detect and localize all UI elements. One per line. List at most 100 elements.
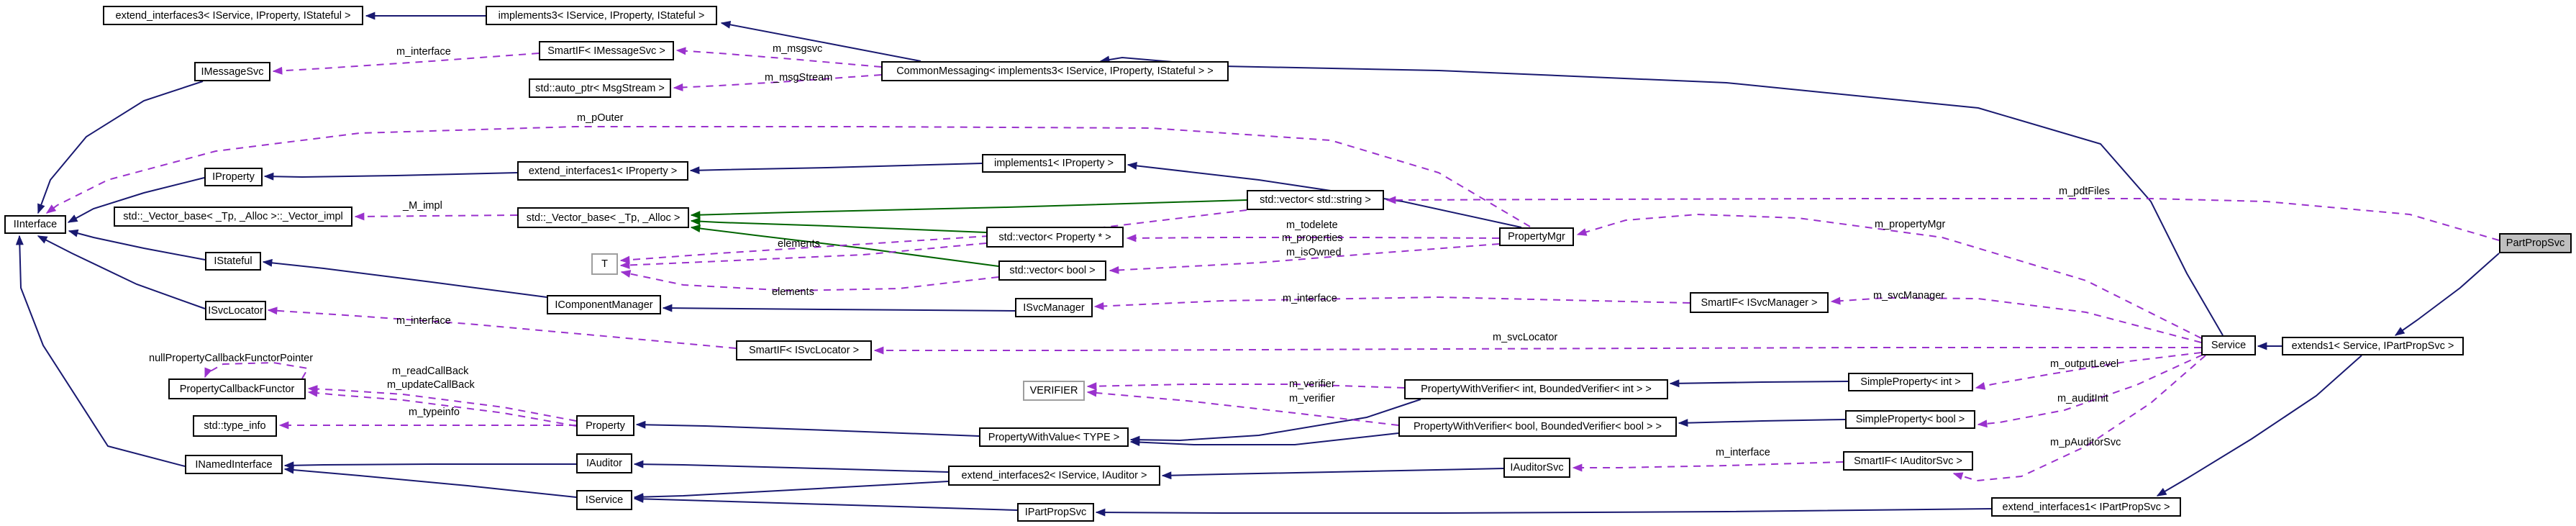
edge-propertymgr-to-vprop — [1126, 234, 1500, 242]
node-iservice[interactable]: IService — [576, 490, 632, 510]
edge-commonmsg-to-smartif_imsg — [675, 47, 882, 68]
node-isvcmgr[interactable]: ISvcManager — [1015, 298, 1093, 317]
node-typeinfo[interactable]: std::type_info — [193, 415, 277, 437]
edge-label-m_properties: m_properties — [1282, 232, 1343, 244]
node-vstring[interactable]: std::vector< std::string > — [1247, 190, 1384, 210]
edge-ei1_ipps-to-ipartpropsvc — [1095, 508, 1992, 517]
edge-impl1_iprop-to-ei1_iprop — [689, 163, 983, 175]
edge-ipartpropsvc-to-iservice — [633, 494, 1018, 511]
edge-label-m_verifier: m_verifier — [1289, 378, 1335, 390]
edge-smartif_isvcmgr-to-isvcmgr — [1093, 296, 1690, 310]
edge-ei2-to-iauditor — [633, 460, 949, 473]
node-iproperty[interactable]: IProperty — [204, 168, 263, 186]
edge-label-elements: elements — [772, 286, 814, 298]
edge-label-m_msgStream: m_msgStream — [765, 72, 833, 83]
edge-label-m_outputLevel: m_outputLevel — [2050, 358, 2119, 370]
node-smartif_imsg[interactable]: SmartIF< IMessageSvc > — [539, 41, 674, 60]
node-propertymgr[interactable]: PropertyMgr — [1499, 227, 1574, 246]
node-autoptr[interactable]: std::auto_ptr< MsgStream > — [529, 78, 671, 98]
node-iauditor[interactable]: IAuditor — [576, 453, 632, 473]
node-vbase[interactable]: std::_Vector_base< _Tp, _Alloc > — [517, 207, 689, 228]
edge-commonmsg-to-autoptr — [673, 74, 882, 91]
edge-extends1-to-ei1_ipps — [2156, 355, 2362, 496]
node-isvclocator[interactable]: ISvcLocator — [205, 301, 266, 320]
edge-vbool-to-tbox — [620, 270, 999, 292]
edge-label-m_todelete: m_todelete — [1286, 219, 1338, 231]
node-sp_bool[interactable]: SimpleProperty< bool > — [1845, 410, 1975, 429]
edge-property-to-pcf — [307, 389, 577, 427]
edge-iproperty-to-iinterface — [67, 177, 205, 223]
edge-label-m_svcLocator: m_svcLocator — [1493, 332, 1558, 343]
node-pwv_bool[interactable]: PropertyWithVerifier< bool, BoundedVerif… — [1398, 417, 1677, 437]
edge-propertymgr-to-iinterface — [45, 126, 1531, 227]
edge-label-m_pOuter: m_pOuter — [577, 112, 624, 124]
node-imsgsvc[interactable]: IMessageSvc — [194, 62, 270, 81]
node-ei2[interactable]: extend_interfaces2< IService, IAuditor > — [948, 466, 1160, 486]
edge-pwv_int-to-pwv — [1129, 399, 1421, 444]
edge-label-m_svcManager: m_svcManager — [1873, 290, 1945, 301]
node-partpropsvc: PartPropSvc — [2499, 233, 2572, 253]
node-pcf[interactable]: PropertyCallbackFunctor — [168, 378, 306, 399]
edge-property-to-pcf — [307, 385, 577, 422]
edge-imsgsvc-to-iinterface — [37, 81, 204, 214]
edge-vprop-to-tbox — [619, 242, 987, 269]
node-vimpl[interactable]: std::_Vector_base< _Tp, _Alloc >::_Vecto… — [114, 207, 352, 227]
node-verifier: VERIFIER — [1023, 381, 1085, 401]
edge-iauditorsvc-to-ei2 — [1161, 468, 1504, 480]
edge-partpropsvc-to-extends1 — [2394, 253, 2500, 336]
node-commonmsg[interactable]: CommonMessaging< implements3< IService, … — [881, 61, 1229, 81]
node-smartif_iaud[interactable]: SmartIF< IAuditorSvc > — [1843, 451, 1973, 471]
edge-vbase-to-vimpl — [354, 212, 518, 221]
edge-sp_bool-to-pwv_bool — [1678, 419, 1846, 427]
edge-label-nullPropertyCallbackFunctorPointer: nullPropertyCallbackFunctorPointer — [149, 353, 314, 364]
node-ei1_iprop[interactable]: extend_interfaces1< IProperty > — [517, 161, 688, 181]
node-ei3[interactable]: extend_interfaces3< IService, IProperty,… — [103, 6, 363, 25]
edge-label-m_isOwned: m_isOwned — [1286, 247, 1342, 258]
edge-vbool-to-vbase — [690, 225, 999, 267]
node-smartif_isvcloc[interactable]: SmartIF< ISvcLocator > — [736, 340, 872, 361]
node-iinterface[interactable]: IInterface — [4, 215, 66, 234]
node-service[interactable]: Service — [2201, 335, 2256, 355]
node-vbool[interactable]: std::vector< bool > — [998, 260, 1106, 281]
node-smartif_isvcmgr[interactable]: SmartIF< ISvcManager > — [1690, 292, 1829, 313]
edge-isvcmgr-to-icompmgr — [662, 304, 1016, 312]
node-inamed[interactable]: INamedInterface — [185, 455, 283, 474]
edge-label-_M_impl: _M_impl — [403, 200, 442, 212]
edge-label-m_interface: m_interface — [1716, 447, 1770, 458]
node-property[interactable]: Property — [576, 415, 634, 436]
edge-sp_int-to-pwv_int — [1669, 379, 1849, 388]
node-icompmgr[interactable]: IComponentManager — [547, 295, 661, 314]
edge-label-m_readCallBack: m_readCallBack — [392, 366, 469, 377]
edge-pwv_int-to-verifier — [1086, 382, 1405, 391]
edge-smartif_imsg-to-imsgsvc — [272, 53, 540, 75]
edge-propertymgr-to-vbool — [1109, 243, 1500, 274]
edge-vprop-to-vbase — [690, 217, 987, 233]
edge-label-m_updateCallBack: m_updateCallBack — [387, 379, 475, 391]
node-pwv_int[interactable]: PropertyWithVerifier< int, BoundedVerifi… — [1404, 379, 1668, 399]
node-tbox: T — [591, 253, 618, 275]
edge-icompmgr-to-istateful — [262, 258, 547, 298]
node-ei1_ipps[interactable]: extend_interfaces1< IPartPropSvc > — [1991, 497, 2181, 517]
node-iauditorsvc[interactable]: IAuditorSvc — [1503, 458, 1570, 478]
node-sp_int[interactable]: SimpleProperty< int > — [1848, 373, 1973, 391]
edge-ei2-to-iservice — [633, 481, 949, 502]
edge-istateful-to-iinterface — [68, 229, 206, 260]
edge-label-m_typeinfo: m_typeinfo — [409, 407, 460, 418]
node-impl1_iprop[interactable]: implements1< IProperty > — [982, 154, 1126, 173]
edge-pwv_bool-to-verifier — [1086, 389, 1399, 426]
edge-label-m_auditInit: m_auditInit — [2057, 393, 2108, 404]
node-pwv[interactable]: PropertyWithValue< TYPE > — [979, 427, 1129, 447]
node-vprop[interactable]: std::vector< Property * > — [986, 227, 1124, 248]
node-impl3[interactable]: implements3< IService, IProperty, IState… — [486, 6, 717, 25]
edge-service-to-sp_bool — [1977, 354, 2203, 428]
node-istateful[interactable]: IStateful — [205, 252, 261, 271]
edge-partpropsvc-to-vstring — [1385, 196, 2500, 241]
node-extends1[interactable]: extends1< Service, IPartPropSvc > — [2282, 337, 2464, 355]
node-ipartpropsvc[interactable]: IPartPropSvc — [1017, 503, 1094, 522]
edge-iservice-to-inamed — [283, 466, 577, 498]
edge-label-m_interface: m_interface — [1283, 293, 1337, 304]
edge-service-to-smartif_isvcmgr — [1830, 296, 2202, 343]
edge-label-m_pAuditorSvc: m_pAuditorSvc — [2050, 437, 2121, 448]
